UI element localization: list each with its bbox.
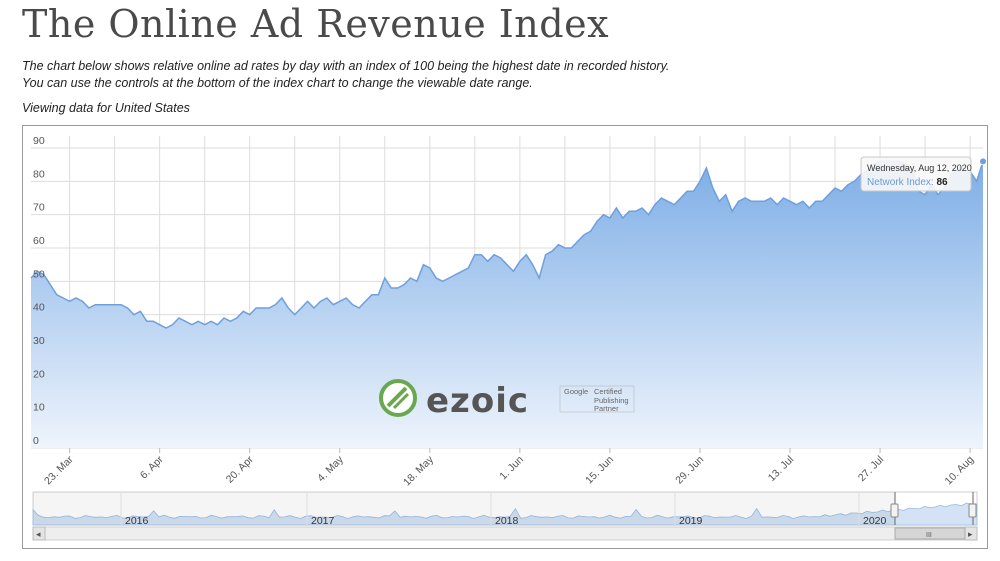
navigator-year-label: 2018 bbox=[495, 515, 519, 527]
page-title: The Online Ad Revenue Index bbox=[22, 2, 610, 46]
scroll-grip-icon: III bbox=[926, 532, 932, 539]
y-tick-label: 40 bbox=[33, 302, 45, 314]
badge-line-4: Partner bbox=[594, 404, 619, 413]
range-navigator[interactable]: 2016 2017 2018 2019 2020 ◂ ▸ III bbox=[32, 491, 978, 541]
navigator-year-label: 2020 bbox=[863, 515, 887, 527]
x-tick-label: 23. Mar bbox=[42, 453, 76, 487]
series-area-fill bbox=[31, 161, 983, 449]
x-tick-label: 13. Jul bbox=[766, 454, 796, 484]
y-tick-label: 80 bbox=[33, 168, 45, 180]
hover-point-marker[interactable] bbox=[979, 157, 987, 166]
navigator-series-area bbox=[32, 502, 978, 526]
description-line-2: You can use the controls at the bottom o… bbox=[22, 76, 533, 90]
viewing-region-label: Viewing data for United States bbox=[22, 101, 190, 115]
navigator-year-label: 2019 bbox=[679, 515, 703, 527]
chart-container: 0 10 20 30 40 50 60 70 80 90 23. Mar 6. Apr 20. Apr… bbox=[22, 125, 988, 549]
navigator-left-handle[interactable] bbox=[890, 503, 899, 518]
svg-text:Network Index: 86: Network Index: 86 bbox=[867, 177, 948, 188]
navigator-year-label: 2017 bbox=[311, 515, 335, 527]
area-chart[interactable]: 0 10 20 30 40 50 60 70 80 90 23. Mar 6. Apr 20. Apr… bbox=[23, 126, 987, 548]
y-tick-label: 30 bbox=[33, 335, 45, 347]
badge-line-2: Certified bbox=[594, 387, 622, 396]
y-axis: 0 10 20 30 40 50 60 70 80 90 bbox=[33, 135, 45, 447]
x-tick-label: 6. Apr bbox=[138, 453, 166, 481]
y-tick-label: 90 bbox=[33, 135, 45, 147]
y-tick-label: 20 bbox=[33, 368, 45, 380]
tooltip-value: 86 bbox=[936, 177, 948, 188]
y-tick-label: 60 bbox=[33, 235, 45, 247]
ezoic-brand-text: ezoic bbox=[426, 381, 529, 421]
tooltip-date: Wednesday, Aug 12, 2020 bbox=[867, 163, 972, 173]
scroll-thumb[interactable] bbox=[894, 527, 966, 540]
scroll-right-arrow-icon: ▸ bbox=[968, 529, 973, 539]
x-tick-label: 10. Aug bbox=[943, 454, 977, 488]
x-tick-label: 27. Jul bbox=[856, 454, 886, 484]
series-line bbox=[30, 160, 984, 329]
badge-line-3: Publishing bbox=[594, 396, 629, 405]
x-tick-label: 29. Jun bbox=[673, 454, 706, 487]
x-axis: 23. Mar 6. Apr 20. Apr 4. May 18. May 1. Jun 1… bbox=[42, 448, 976, 489]
navigator-year-label: 2016 bbox=[125, 515, 149, 527]
tooltip-series-name: Network Index bbox=[867, 177, 931, 188]
y-tick-label: 70 bbox=[33, 202, 45, 214]
description-line-1: The chart below shows relative online ad… bbox=[22, 59, 670, 73]
y-tick-label: 10 bbox=[33, 402, 45, 414]
navigator-scrollbar-track[interactable] bbox=[32, 526, 978, 541]
x-tick-label: 15. Jun bbox=[583, 454, 616, 487]
y-tick-label: 50 bbox=[33, 268, 45, 280]
x-tick-label: 1. Jun bbox=[497, 454, 526, 483]
ezoic-logo-icon bbox=[379, 379, 417, 417]
series-network-index bbox=[30, 157, 987, 449]
x-tick-label: 18. May bbox=[401, 453, 436, 488]
x-tick-label: 4. May bbox=[315, 453, 346, 484]
scroll-left-button[interactable] bbox=[32, 526, 46, 541]
badge-line-1: Google bbox=[564, 387, 588, 396]
navigator-right-handle[interactable] bbox=[968, 503, 977, 518]
y-tick-label: 0 bbox=[33, 435, 39, 447]
scroll-left-arrow-icon: ◂ bbox=[36, 529, 41, 539]
ezoic-watermark: ezoic Google Certified Publishing Partne… bbox=[379, 379, 635, 421]
data-tooltip: Wednesday, Aug 12, 2020 Network Index: 8… bbox=[860, 156, 972, 192]
x-tick-label: 20. Apr bbox=[224, 453, 256, 485]
